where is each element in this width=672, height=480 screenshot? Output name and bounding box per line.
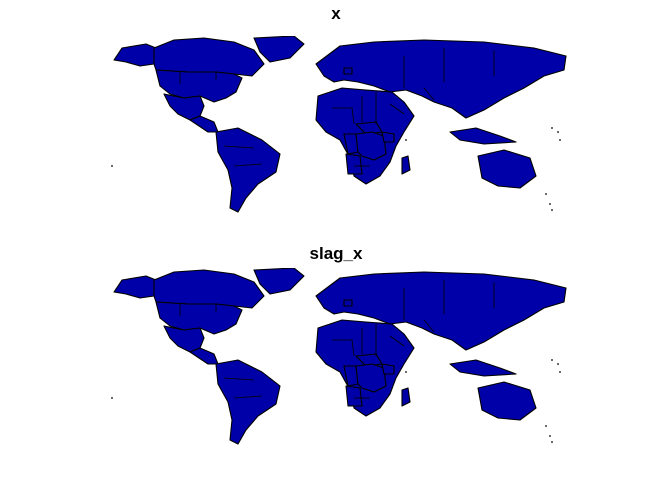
island-dot [559,371,561,373]
country-europe-asia [315,39,567,119]
country-border [332,107,355,125]
country-dr-congo [355,131,387,161]
country-border [423,319,435,333]
island-dot [551,209,553,211]
island-dot [551,127,553,129]
island-dot [545,193,547,195]
island-dot [549,435,551,437]
country-australia [477,381,537,421]
country-angola [345,153,363,175]
country-angola [345,385,363,407]
island-dot [559,139,561,141]
country-central-america [189,115,219,133]
panel-title: slag_x [309,244,363,263]
country-canada [153,37,265,77]
country-greenland [253,36,305,63]
island-dot [549,203,551,205]
country-uganda [381,363,395,375]
country-dr-congo [355,363,387,393]
panel-title: x [331,4,341,23]
country-indonesia [449,127,517,145]
country-border [233,163,263,167]
country-central-america [189,347,219,365]
island-dot [551,359,553,361]
island-dot [405,371,407,373]
country-europe-asia [315,271,567,351]
country-border [389,103,405,115]
country-border [389,335,405,347]
country-belgium [343,299,353,307]
country-indonesia [449,359,517,377]
island-dot [405,139,407,141]
country-border [223,377,255,381]
map-panel-x: x [111,4,567,213]
map-layer-0 [111,36,567,213]
country-madagascar [401,387,411,407]
country-border [423,87,435,101]
world-map [111,268,567,445]
island-dot [557,363,559,365]
country-mexico [163,93,205,121]
country-south-america [215,127,281,213]
country-border [223,145,255,149]
country-alaska [113,275,157,299]
country-border [332,339,355,357]
island-dot [557,131,559,133]
country-uganda [381,131,395,143]
country-madagascar [401,155,411,175]
country-belgium [343,67,353,75]
world-map [111,36,567,213]
country-canada [153,269,265,309]
island-dot [551,441,553,443]
map-layer-1 [111,268,567,445]
country-mexico [163,325,205,353]
country-greenland [253,268,305,295]
map-panel-slag-x: slag_x [0,240,672,480]
island-dot [111,397,113,399]
island-dot [545,425,547,427]
country-south-america [215,359,281,445]
island-dot [111,165,113,167]
country-alaska [113,43,157,67]
country-border [233,395,263,399]
country-australia [477,149,537,189]
